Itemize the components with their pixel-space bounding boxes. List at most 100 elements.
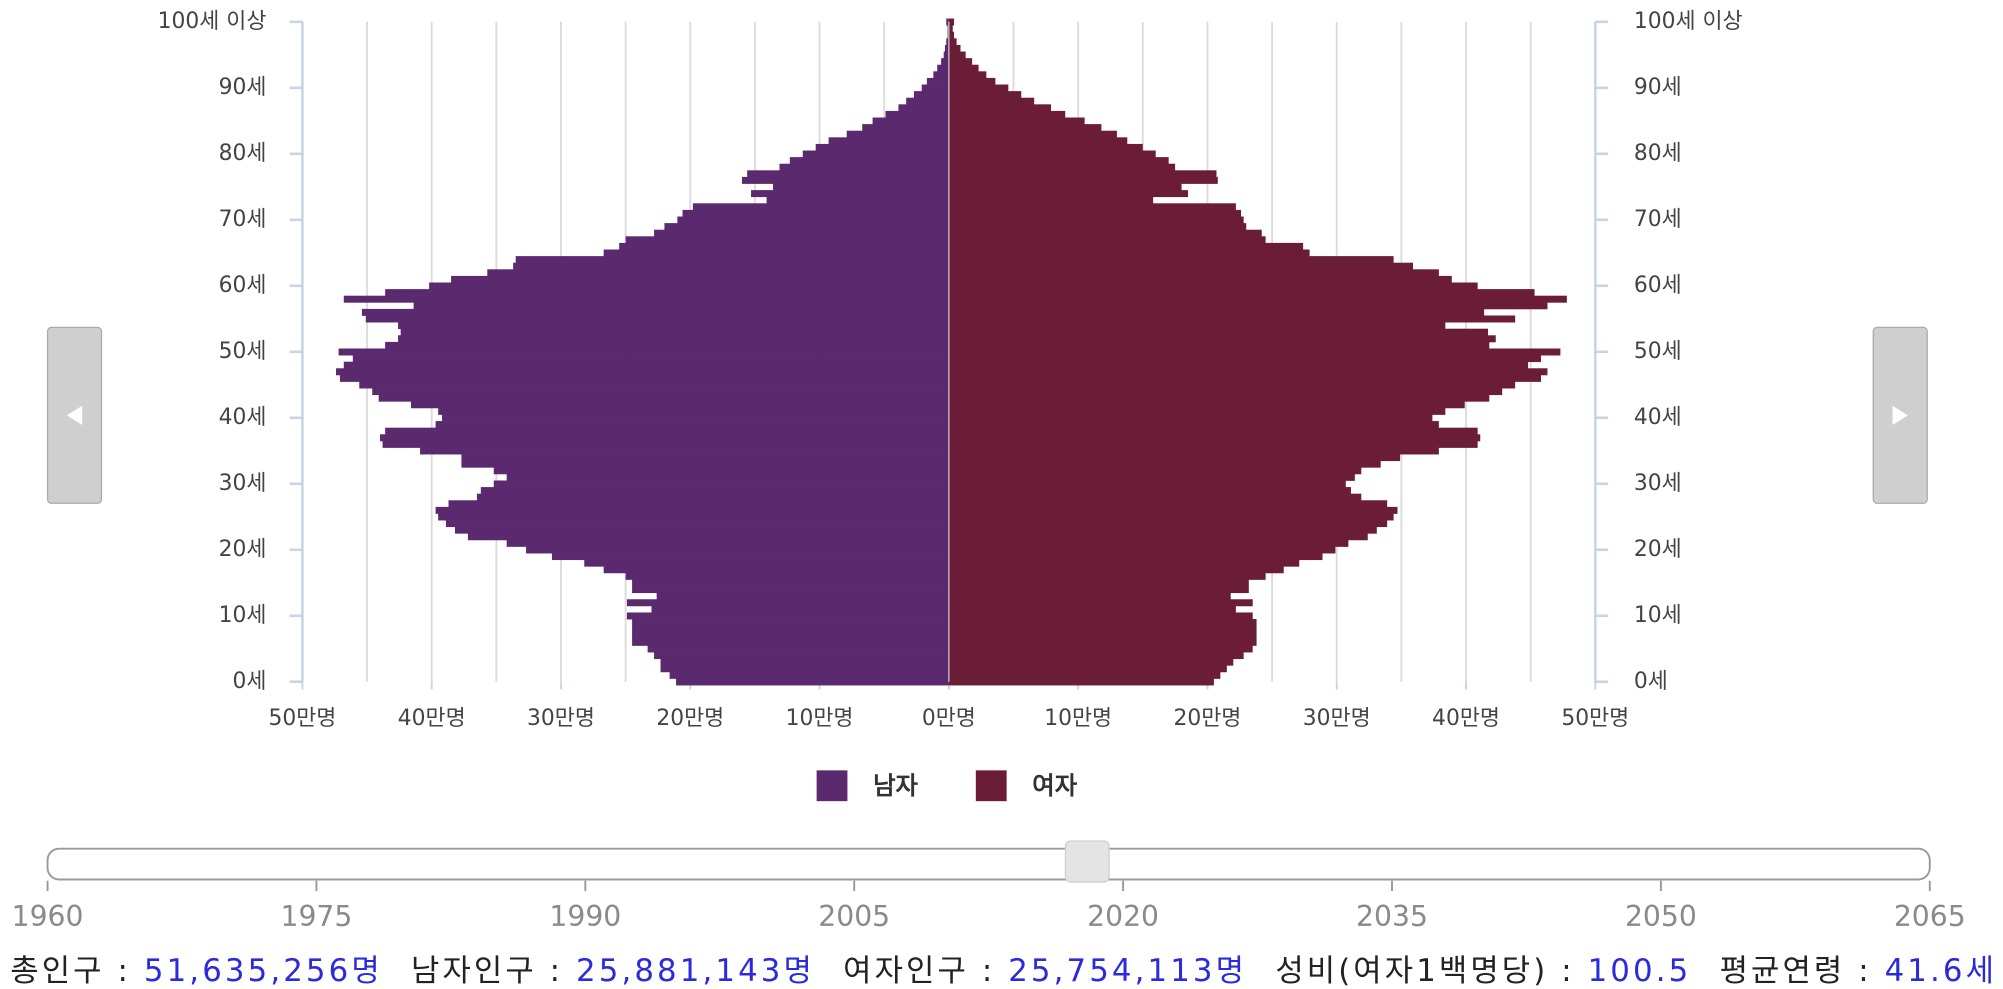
bar [378, 394, 949, 402]
slider-track[interactable] [46, 847, 1931, 881]
bar [802, 150, 949, 158]
bar [948, 612, 1253, 620]
bar [948, 157, 1169, 165]
bar [467, 533, 949, 541]
bar [948, 256, 1394, 264]
bar [385, 427, 949, 435]
bar [632, 619, 949, 627]
stat-value: 25,754,113명 [1008, 952, 1244, 988]
bar [506, 473, 949, 481]
stat-value: 100.5 [1588, 952, 1689, 988]
y-tick-label: 40세 [1634, 405, 1682, 430]
bar [948, 84, 1009, 92]
bar [948, 328, 1488, 336]
bar [872, 117, 949, 125]
bar [948, 394, 1490, 402]
bar [948, 249, 1310, 257]
bar [948, 645, 1253, 653]
y-tick-label: 30세 [1634, 471, 1682, 496]
stat-label: 총인구 : [10, 952, 140, 988]
prev-button[interactable] [46, 326, 103, 504]
bar [654, 652, 949, 660]
bar [382, 440, 949, 448]
legend-label: 남자 [873, 771, 918, 800]
bar [626, 599, 949, 607]
stat-label: 여자인구 : [843, 952, 1005, 988]
bar [515, 256, 949, 264]
bar [948, 203, 1236, 211]
next-arrow[interactable] [1892, 405, 1908, 425]
bar [626, 612, 949, 620]
bar [420, 447, 949, 455]
y-tick-label: 60세 [1634, 273, 1682, 298]
bar [336, 368, 949, 376]
bar [400, 328, 949, 336]
bar [442, 414, 949, 422]
bar [933, 71, 949, 79]
bar [898, 104, 949, 112]
y-tick-label: 40세 [219, 405, 267, 430]
prev-arrow[interactable] [66, 405, 83, 425]
bar [948, 625, 1257, 633]
bar [948, 275, 1452, 283]
slider-tick-label: 2065 [1894, 900, 1966, 933]
bar [343, 295, 949, 303]
bar [948, 229, 1262, 237]
slider-tick-label: 1960 [12, 900, 84, 933]
y-tick-label: 0세 [1634, 669, 1668, 694]
bar [454, 526, 949, 534]
bar [948, 44, 961, 52]
next-button[interactable] [1872, 326, 1928, 504]
y-tick-label: 20세 [219, 537, 267, 562]
bar [948, 71, 987, 79]
bar [948, 546, 1336, 554]
bar [435, 506, 949, 514]
bar [885, 110, 949, 118]
bar [948, 77, 996, 85]
bar [429, 282, 949, 290]
bar [948, 104, 1051, 112]
bar [677, 216, 949, 224]
bar [948, 460, 1381, 468]
y-tick-label: 80세 [1634, 141, 1682, 166]
stat-label: 성비(여자1백명당) : [1275, 952, 1584, 988]
bar [461, 460, 949, 468]
stat-value: 41.6세 [1885, 952, 1994, 988]
bar [789, 157, 949, 165]
bar [948, 605, 1236, 613]
bar [480, 487, 949, 495]
bar [651, 605, 949, 613]
bar [948, 665, 1227, 673]
bar [948, 51, 966, 59]
legend-swatch [816, 770, 848, 802]
bar [948, 143, 1143, 151]
bar [359, 381, 949, 389]
bar [948, 678, 1214, 686]
bar [398, 335, 949, 343]
x-tick-label: 0만명 [922, 706, 976, 731]
bar [493, 467, 949, 475]
bar [948, 632, 1257, 640]
bar [338, 348, 949, 356]
bar [669, 671, 949, 679]
stat-label: 남자인구 : [411, 952, 573, 988]
bar [948, 163, 1176, 171]
bar [948, 520, 1388, 528]
bar [948, 223, 1247, 231]
bar [948, 513, 1394, 521]
bar [747, 170, 949, 178]
bar [948, 487, 1351, 495]
bar [948, 500, 1388, 508]
slider-handle[interactable] [1064, 840, 1110, 883]
bar [398, 322, 949, 330]
y-tick-label: 60세 [219, 273, 267, 298]
stat-label: 평균연령 : [1720, 952, 1882, 988]
bar [948, 18, 955, 26]
bar [948, 407, 1446, 415]
bar [948, 427, 1478, 435]
bar [379, 434, 949, 442]
slider-tick-label: 2005 [818, 900, 890, 933]
bar [948, 216, 1244, 224]
bar [948, 236, 1266, 244]
bar [948, 619, 1257, 627]
